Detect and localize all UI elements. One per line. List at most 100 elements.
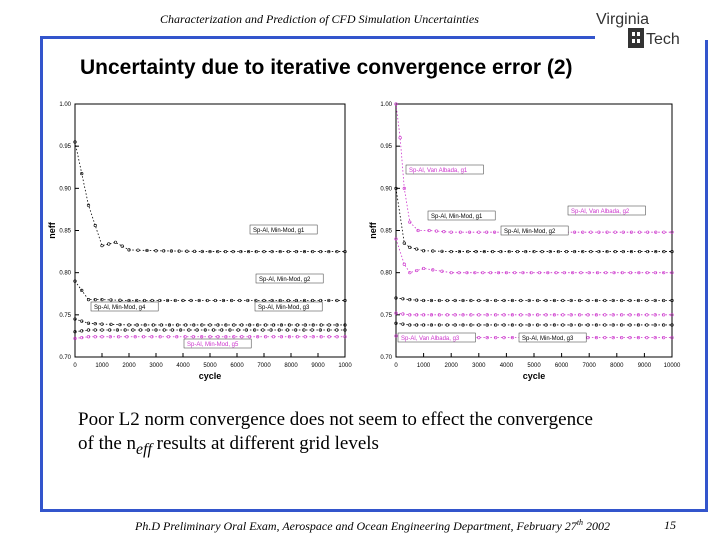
data-point [429,298,434,303]
data-point [653,298,657,303]
data-point [213,298,217,303]
data-point [216,335,220,339]
data-point [629,249,634,254]
data-point [636,313,641,317]
data-point [262,249,266,254]
data-point [654,249,658,254]
data-point [108,328,112,332]
header-title: Characterization and Prediction of CFD S… [160,12,479,26]
data-point [133,335,137,339]
data-point [482,249,486,254]
data-point [529,271,533,275]
data-point [569,298,573,303]
x-tick-label: 5000 [527,363,541,369]
data-point [107,242,111,246]
data-point [86,335,91,339]
data-point [556,249,560,254]
x-tick-label: 8000 [610,363,624,369]
data-point [611,336,615,340]
data-point [263,335,268,339]
data-point [579,271,583,275]
data-point [524,249,528,254]
data-point [205,298,209,303]
data-point [394,102,398,106]
data-point [489,271,493,275]
data-point [561,298,565,303]
data-point [232,323,236,327]
data-point [86,321,91,325]
x-tick-label: 7000 [257,363,271,369]
data-point [587,271,591,275]
series-line [395,322,672,326]
data-point [279,323,284,327]
data-point [477,313,481,317]
data-point [421,313,426,317]
data-point [431,268,435,272]
data-point [231,249,235,254]
data-point [93,223,97,228]
data-point [578,323,582,327]
data-point [653,336,657,340]
data-point [637,271,641,275]
data-point [136,248,140,252]
data-point [319,249,323,254]
data-point [80,329,84,333]
data-point [552,298,556,303]
data-point [507,249,511,254]
data-point [586,323,590,327]
data-point [546,271,550,275]
data-point [540,249,544,254]
data-point [224,323,228,327]
data-point [93,335,97,339]
data-point [662,336,666,340]
series-line [395,297,672,301]
data-point [445,323,449,327]
data-point [527,298,531,303]
data-point [653,323,657,327]
data-point [453,298,457,303]
data-point [477,230,481,234]
data-point [146,328,150,332]
data-point [544,298,548,303]
data-point [401,312,405,316]
data-point [636,298,641,303]
data-point [187,328,191,332]
data-point [145,248,149,253]
data-point [494,323,498,327]
slide-title: Uncertainty due to iterative convergence… [80,56,573,79]
data-point [197,298,201,303]
x-tick-label: 6000 [230,363,244,369]
series-label-box [567,205,646,216]
data-point [162,328,166,332]
data-point [286,249,290,254]
data-point [628,323,632,327]
y-axis-label: neff [368,221,378,239]
data-point [135,323,139,327]
data-point [109,298,113,302]
logo-tower [628,28,644,48]
series-label-box [249,224,318,235]
data-point [123,328,127,332]
data-point [431,249,435,253]
data-point [159,323,163,327]
data-point [415,313,419,317]
data-point [216,323,220,327]
data-point [449,271,453,275]
y-tick-label: 0.75 [59,313,71,319]
data-point [437,313,441,317]
data-point [510,323,514,327]
data-point [519,298,523,303]
data-point [510,298,514,303]
data-point [326,328,331,332]
data-point [246,298,250,303]
x-tick-label: 1000 [338,363,352,369]
data-point [278,249,282,254]
data-point [645,298,649,303]
data-point [165,298,170,303]
data-point [646,230,650,234]
data-point [662,323,666,327]
data-point [637,230,642,234]
data-point [670,249,674,254]
data-point [536,313,540,317]
data-point [636,323,641,327]
